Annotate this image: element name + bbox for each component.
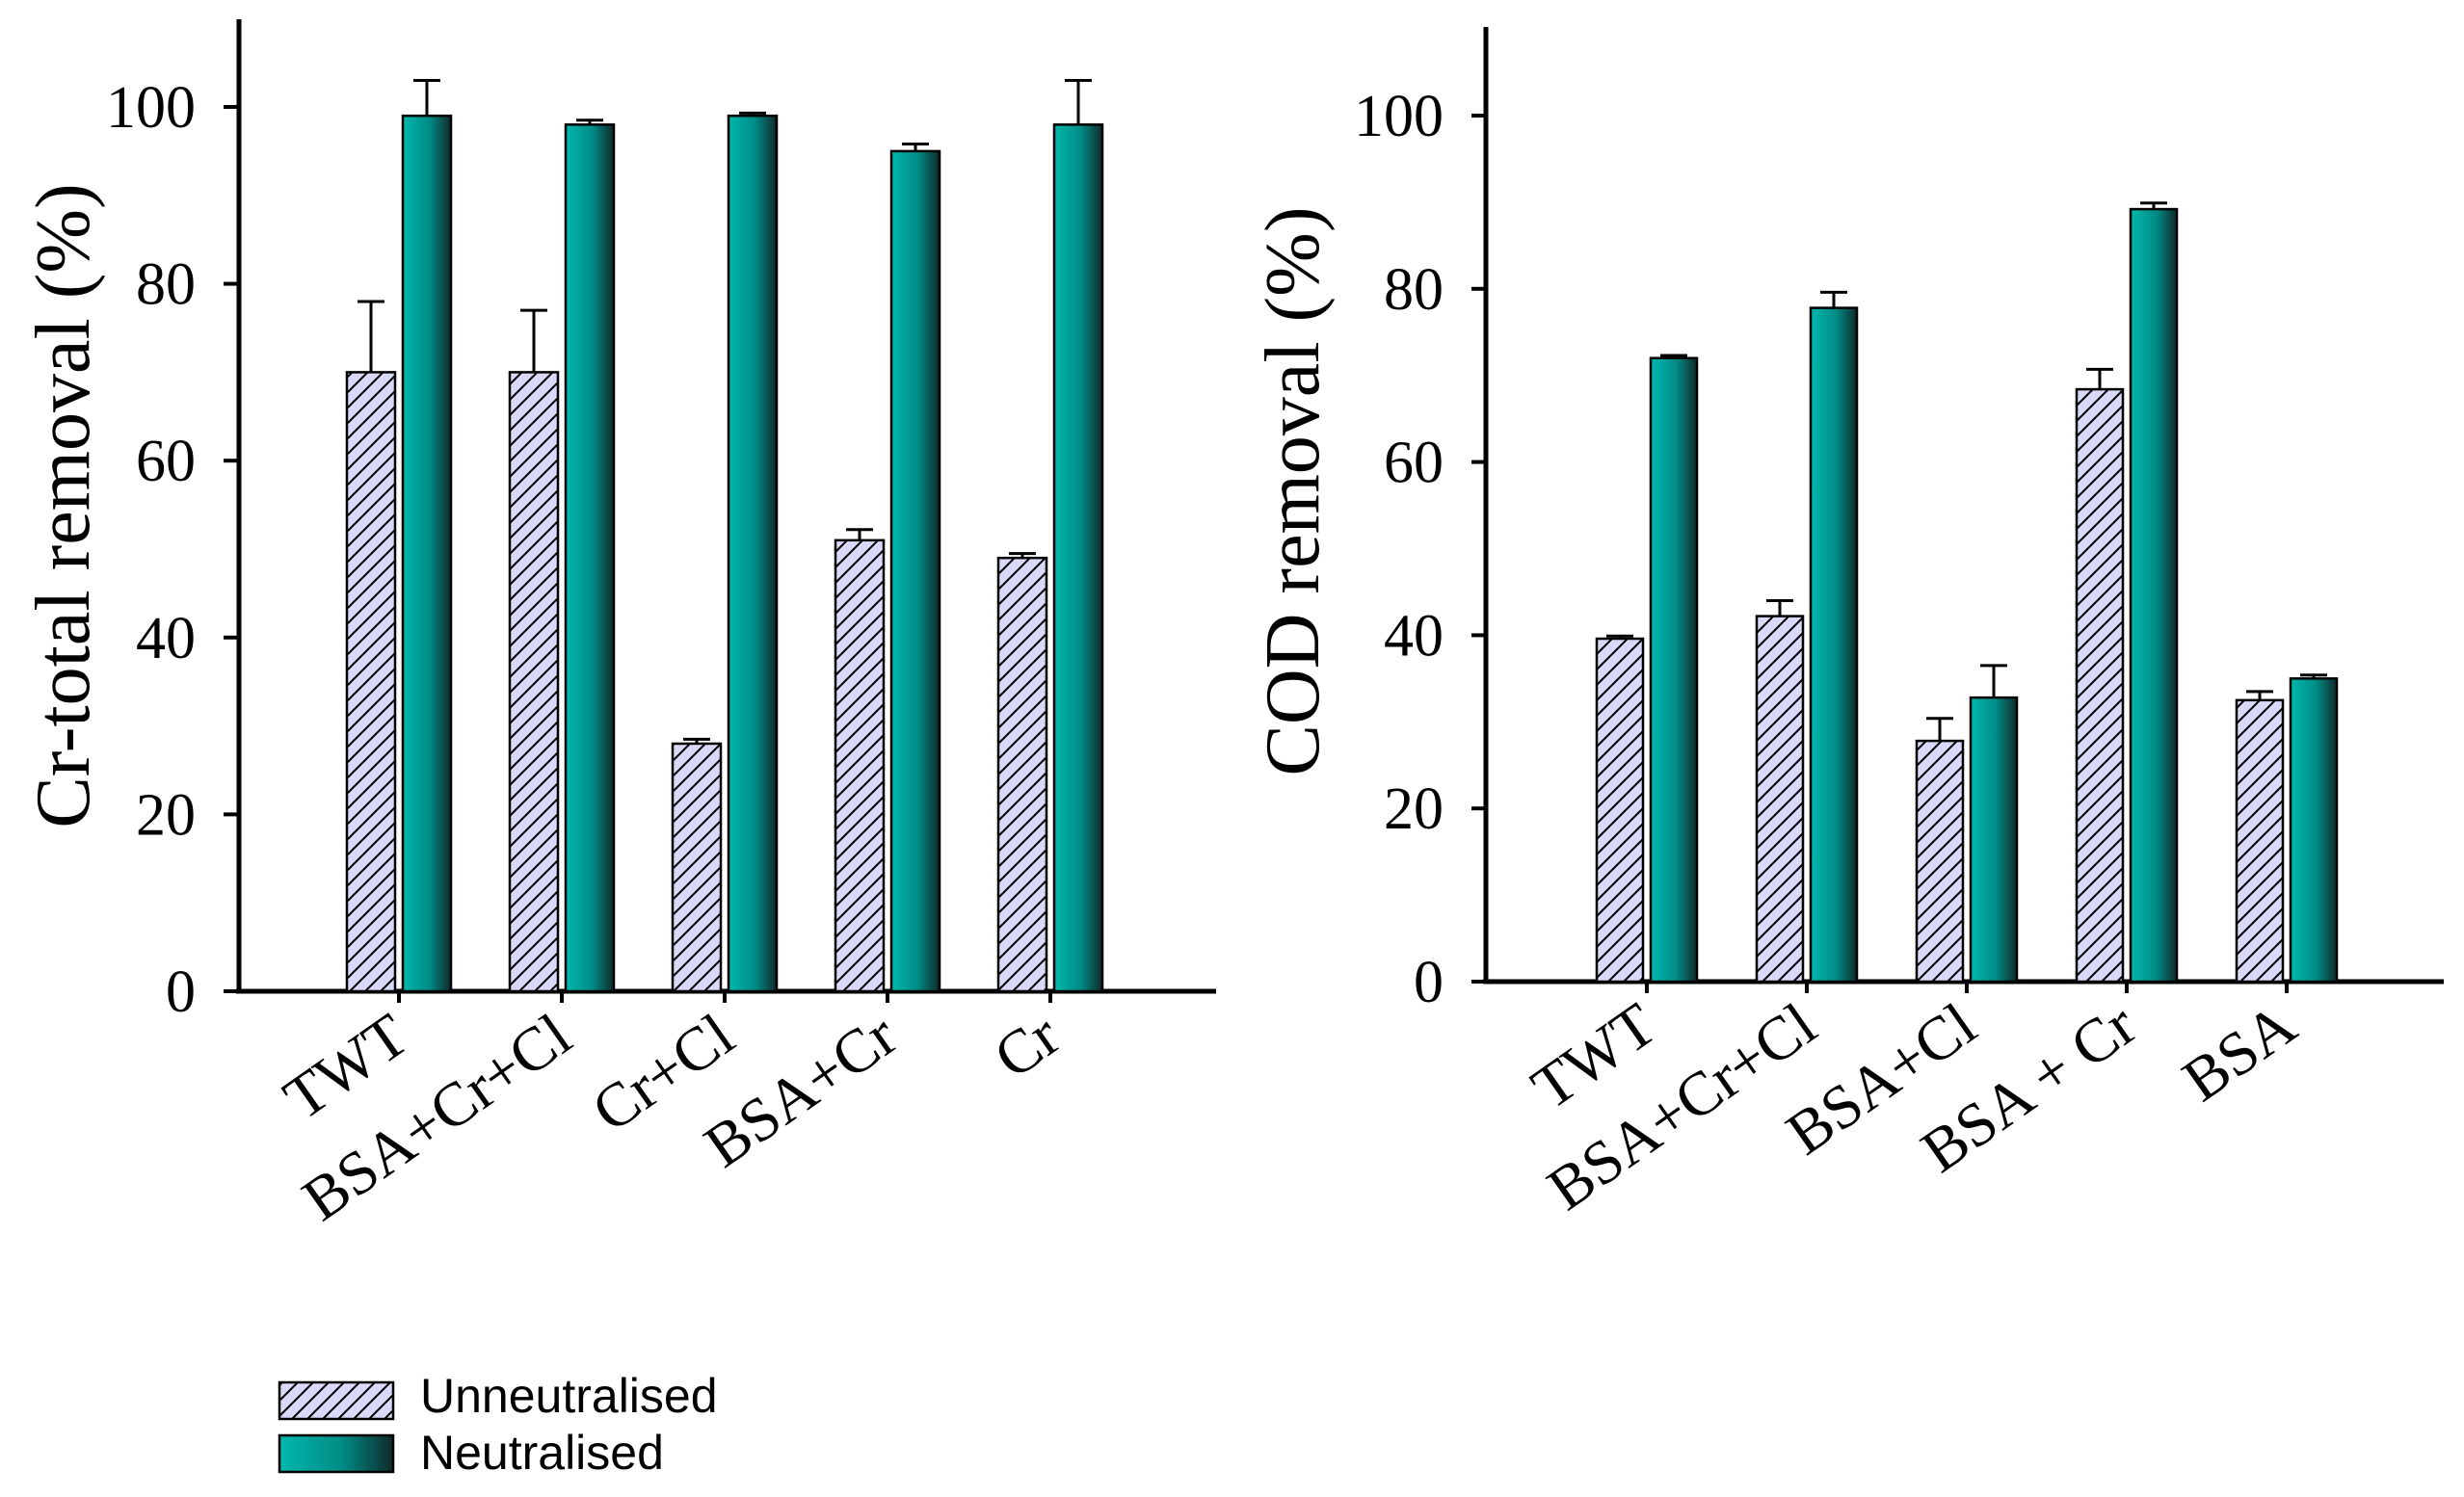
error-bar	[2246, 690, 2273, 700]
bar-neutralised	[1809, 306, 1859, 984]
error-bar	[1660, 354, 1687, 358]
y-tick-label: 80	[136, 252, 196, 318]
bar-unneutralised	[834, 538, 886, 993]
bar-neutralised	[727, 114, 779, 993]
x-category-label: Cr	[982, 1000, 1072, 1091]
legend-swatch-neutralised	[278, 1433, 395, 1474]
bar-unneutralised	[1915, 739, 1965, 984]
bar-unneutralised	[508, 371, 560, 993]
error-bar	[846, 528, 873, 540]
error-bar	[1820, 290, 1847, 308]
legend-label-neutralised: Neutralised	[420, 1426, 664, 1480]
error-bar	[683, 737, 710, 744]
bar-neutralised	[1969, 696, 2019, 984]
bar-neutralised	[889, 149, 941, 993]
y-tick-label: 60	[136, 429, 196, 494]
y-tick-label: 100	[1354, 84, 1444, 149]
error-bar	[1065, 78, 1092, 125]
legend: Unneutralised Neutralised	[278, 1369, 718, 1480]
bar-neutralised	[1649, 356, 1699, 984]
bar-unneutralised	[1595, 637, 1645, 984]
error-bar	[1926, 717, 1953, 742]
legend-label-unneutralised: Unneutralised	[420, 1369, 718, 1423]
error-bar	[576, 118, 603, 125]
y-tick-label: 0	[166, 959, 196, 1025]
error-bar	[1009, 552, 1036, 559]
bar-neutralised	[564, 123, 616, 993]
error-bar	[1766, 598, 1793, 617]
error-bar	[520, 308, 547, 373]
y-axis-label: Cr-total removal (%)	[21, 183, 106, 827]
bar-unneutralised	[1755, 615, 1805, 984]
y-tick-label: 60	[1384, 431, 1444, 496]
bar-unneutralised	[345, 371, 397, 993]
y-tick-label: 40	[1384, 603, 1444, 669]
bar-neutralised	[2129, 207, 2179, 984]
y-tick-label: 80	[1384, 257, 1444, 323]
error-bar	[739, 111, 766, 117]
legend-swatch-unneutralised	[278, 1380, 395, 1421]
y-tick-label: 40	[136, 606, 196, 671]
bar-neutralised	[401, 114, 453, 993]
bar-unneutralised	[2235, 698, 2285, 984]
bar-unneutralised	[996, 556, 1048, 993]
error-bar	[413, 78, 440, 117]
error-bar	[2086, 367, 2113, 390]
bar-neutralised	[2289, 677, 2339, 984]
y-tick-label: 0	[1414, 950, 1444, 1015]
error-bar	[2140, 201, 2167, 210]
bar-unneutralised	[2075, 387, 2125, 984]
y-tick-label: 20	[136, 782, 196, 848]
error-bar	[1980, 664, 2007, 698]
error-bar	[2300, 673, 2327, 679]
y-axis-label: COD removal (%)	[1251, 207, 1336, 776]
x-category-label: BSA	[2170, 989, 2308, 1115]
bar-unneutralised	[671, 742, 723, 993]
error-bar	[1606, 634, 1633, 639]
y-tick-label: 20	[1384, 776, 1444, 842]
error-bar	[902, 143, 929, 151]
y-tick-label: 100	[106, 75, 196, 141]
error-bar	[358, 300, 384, 373]
bar-neutralised	[1052, 123, 1104, 993]
